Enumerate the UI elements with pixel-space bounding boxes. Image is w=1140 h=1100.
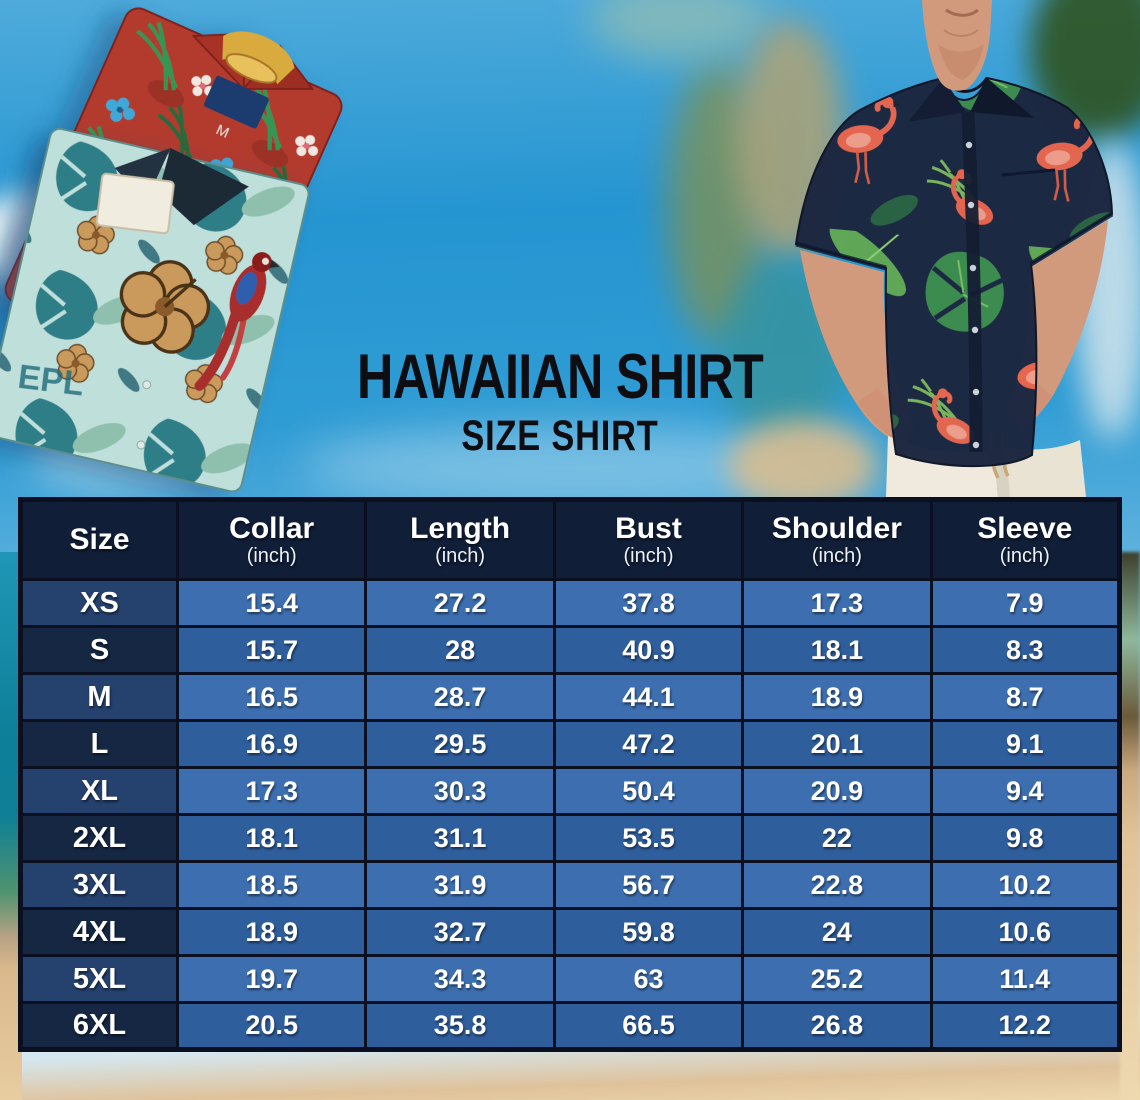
collar-value-cell: 20.5: [175, 1001, 368, 1051]
flamingo-shirt: [794, 76, 1114, 468]
header-row: Size Collar (inch) Length (inch) Bust (i…: [19, 498, 1122, 581]
table-row: L 16.9 29.5 47.2 20.1 9.1: [19, 719, 1122, 769]
bust-value-cell: 53.5: [552, 813, 745, 863]
size-label-cell: M: [19, 672, 179, 722]
shoulder-value-cell: 20.1: [741, 719, 933, 769]
chest-pocket: [1001, 168, 1056, 177]
size-label-cell: XL: [19, 766, 179, 816]
collar-value-cell: 19.7: [175, 954, 368, 1004]
background-edge-left: [0, 552, 22, 1100]
collar-value-cell: 18.1: [175, 813, 368, 863]
shoulder-value-cell: 20.9: [741, 766, 933, 816]
col-header-length: Length (inch): [364, 498, 556, 581]
size-label-cell: 6XL: [19, 1001, 179, 1051]
length-value-cell: 30.3: [364, 766, 556, 816]
sleeve-value-cell: 8.7: [929, 672, 1122, 722]
size-chart: Size Collar (inch) Length (inch) Bust (i…: [18, 497, 1122, 1052]
length-value-cell: 35.8: [364, 1001, 556, 1051]
table-row: XS 15.4 27.2 37.8 17.3 7.9: [19, 578, 1122, 628]
col-header-bust: Bust (inch): [552, 498, 745, 581]
col-header-sleeve: Sleeve (inch): [929, 498, 1122, 581]
bust-value-cell: 63: [552, 954, 745, 1004]
col-header-size: Size: [19, 498, 179, 581]
bust-value-cell: 47.2: [552, 719, 745, 769]
collar-value-cell: 15.7: [175, 625, 368, 675]
hibiscus-flower: [119, 260, 211, 354]
shoulder-value-cell: 18.9: [741, 672, 933, 722]
table-row: M 16.5 28.7 44.1 18.9 8.7: [19, 672, 1122, 722]
size-table: Size Collar (inch) Length (inch) Bust (i…: [18, 497, 1122, 1052]
sleeve-value-cell: 10.6: [929, 907, 1122, 957]
shoulder-value-cell: 22: [741, 813, 933, 863]
shoulder-value-cell: 26.8: [741, 1001, 933, 1051]
bust-value-cell: 37.8: [552, 578, 745, 628]
table-row: 4XL 18.9 32.7 59.8 24 10.6: [19, 907, 1122, 957]
page-title: HAWAIIAN SHIRT: [356, 342, 764, 412]
length-value-cell: 28: [364, 625, 556, 675]
sleeve-value-cell: 9.8: [929, 813, 1122, 863]
page-subtitle: SIZE SHIRT: [461, 411, 659, 460]
collar-value-cell: 16.5: [175, 672, 368, 722]
bust-value-cell: 44.1: [552, 672, 745, 722]
length-value-cell: 29.5: [364, 719, 556, 769]
shoulder-value-cell: 18.1: [741, 625, 933, 675]
sleeve-value-cell: 7.9: [929, 578, 1122, 628]
collar-value-cell: 17.3: [175, 766, 368, 816]
sleeve-value-cell: 8.3: [929, 625, 1122, 675]
model-wearing-flamingo-shirt-photo: [794, 0, 1114, 497]
table-row: XL 17.3 30.3 50.4 20.9 9.4: [19, 766, 1122, 816]
col-header-shoulder: Shoulder (inch): [741, 498, 933, 581]
length-value-cell: 31.9: [364, 860, 556, 910]
background-edge-right: [1120, 552, 1140, 1100]
sleeve-value-cell: 9.4: [929, 766, 1122, 816]
col-header-collar: Collar (inch): [175, 498, 368, 581]
bust-value-cell: 59.8: [552, 907, 745, 957]
size-label-cell: L: [19, 719, 179, 769]
size-label-cell: XS: [19, 578, 179, 628]
sleeve-value-cell: 12.2: [929, 1001, 1122, 1051]
length-value-cell: 28.7: [364, 672, 556, 722]
bust-value-cell: 66.5: [552, 1001, 745, 1051]
collar-value-cell: 18.9: [175, 907, 368, 957]
sleeve-value-cell: 10.2: [929, 860, 1122, 910]
shirt-collar: [908, 78, 966, 122]
collar-value-cell: 16.9: [175, 719, 368, 769]
folded-hawaiian-shirts-photo: M EPL: [0, 7, 343, 493]
title-block: HAWAIIAN SHIRT SIZE SHIRT: [300, 342, 820, 461]
shoulder-value-cell: 25.2: [741, 954, 933, 1004]
size-label-cell: 4XL: [19, 907, 179, 957]
size-label-cell: 2XL: [19, 813, 179, 863]
table-row: 6XL 20.5 35.8 66.5 26.8 12.2: [19, 1001, 1122, 1051]
table-row: 3XL 18.5 31.9 56.7 22.8 10.2: [19, 860, 1122, 910]
sleeve-value-cell: 11.4: [929, 954, 1122, 1004]
parrot-illustration: [194, 252, 280, 391]
collar-value-cell: 15.4: [175, 578, 368, 628]
size-label-cell: 5XL: [19, 954, 179, 1004]
length-value-cell: 32.7: [364, 907, 556, 957]
collar-value-cell: 18.5: [175, 860, 368, 910]
beach-sand-blur: [728, 420, 878, 510]
table-row: S 15.7 28 40.9 18.1 8.3: [19, 625, 1122, 675]
teal-hawaiian-shirt: EPL: [0, 127, 310, 493]
mouth: [945, 8, 979, 17]
size-label-cell: 3XL: [19, 860, 179, 910]
bust-value-cell: 56.7: [552, 860, 745, 910]
length-value-cell: 34.3: [364, 954, 556, 1004]
sleeve-value-cell: 9.1: [929, 719, 1122, 769]
man-figure: [794, 0, 1114, 497]
shoulder-value-cell: 24: [741, 907, 933, 957]
length-value-cell: 31.1: [364, 813, 556, 863]
table-row: 5XL 19.7 34.3 63 25.2 11.4: [19, 954, 1122, 1004]
bust-value-cell: 50.4: [552, 766, 745, 816]
shirt-print-text: EPL: [16, 358, 86, 404]
table-row: 2XL 18.1 31.1 53.5 22 9.8: [19, 813, 1122, 863]
bust-value-cell: 40.9: [552, 625, 745, 675]
shoulder-value-cell: 22.8: [741, 860, 933, 910]
length-value-cell: 27.2: [364, 578, 556, 628]
size-label-cell: S: [19, 625, 179, 675]
shoulder-value-cell: 17.3: [741, 578, 933, 628]
